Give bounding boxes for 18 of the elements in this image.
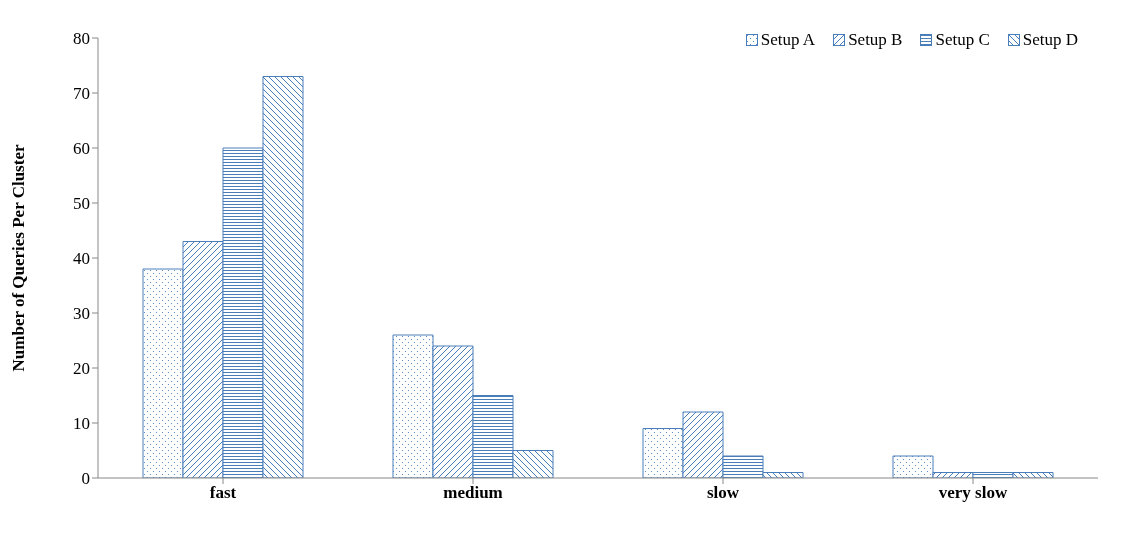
x-tick-label: very slow bbox=[938, 483, 1008, 503]
y-tick-label: 80 bbox=[73, 29, 90, 49]
legend-label: Setup D bbox=[1022, 30, 1078, 50]
y-tick-label: 70 bbox=[73, 84, 90, 104]
y-tick-label: 30 bbox=[73, 304, 90, 324]
x-tick-label: fast bbox=[209, 483, 237, 503]
y-tick-label: 20 bbox=[73, 359, 90, 379]
x-tick-label: slow bbox=[706, 483, 740, 503]
y-tick-label: 40 bbox=[73, 249, 90, 269]
y-tick-label: 50 bbox=[73, 194, 90, 214]
x-tick-label: medium bbox=[443, 483, 503, 503]
y-tick-label: 60 bbox=[73, 139, 90, 159]
y-tick-label: 0 bbox=[81, 469, 90, 489]
y-axis-title: Number of Queries Per Cluster bbox=[9, 144, 29, 372]
legend-label: Setup A bbox=[760, 30, 816, 50]
legend-label: Setup B bbox=[848, 30, 903, 50]
y-tick-label: 10 bbox=[73, 414, 90, 434]
legend-label: Setup C bbox=[935, 30, 990, 50]
